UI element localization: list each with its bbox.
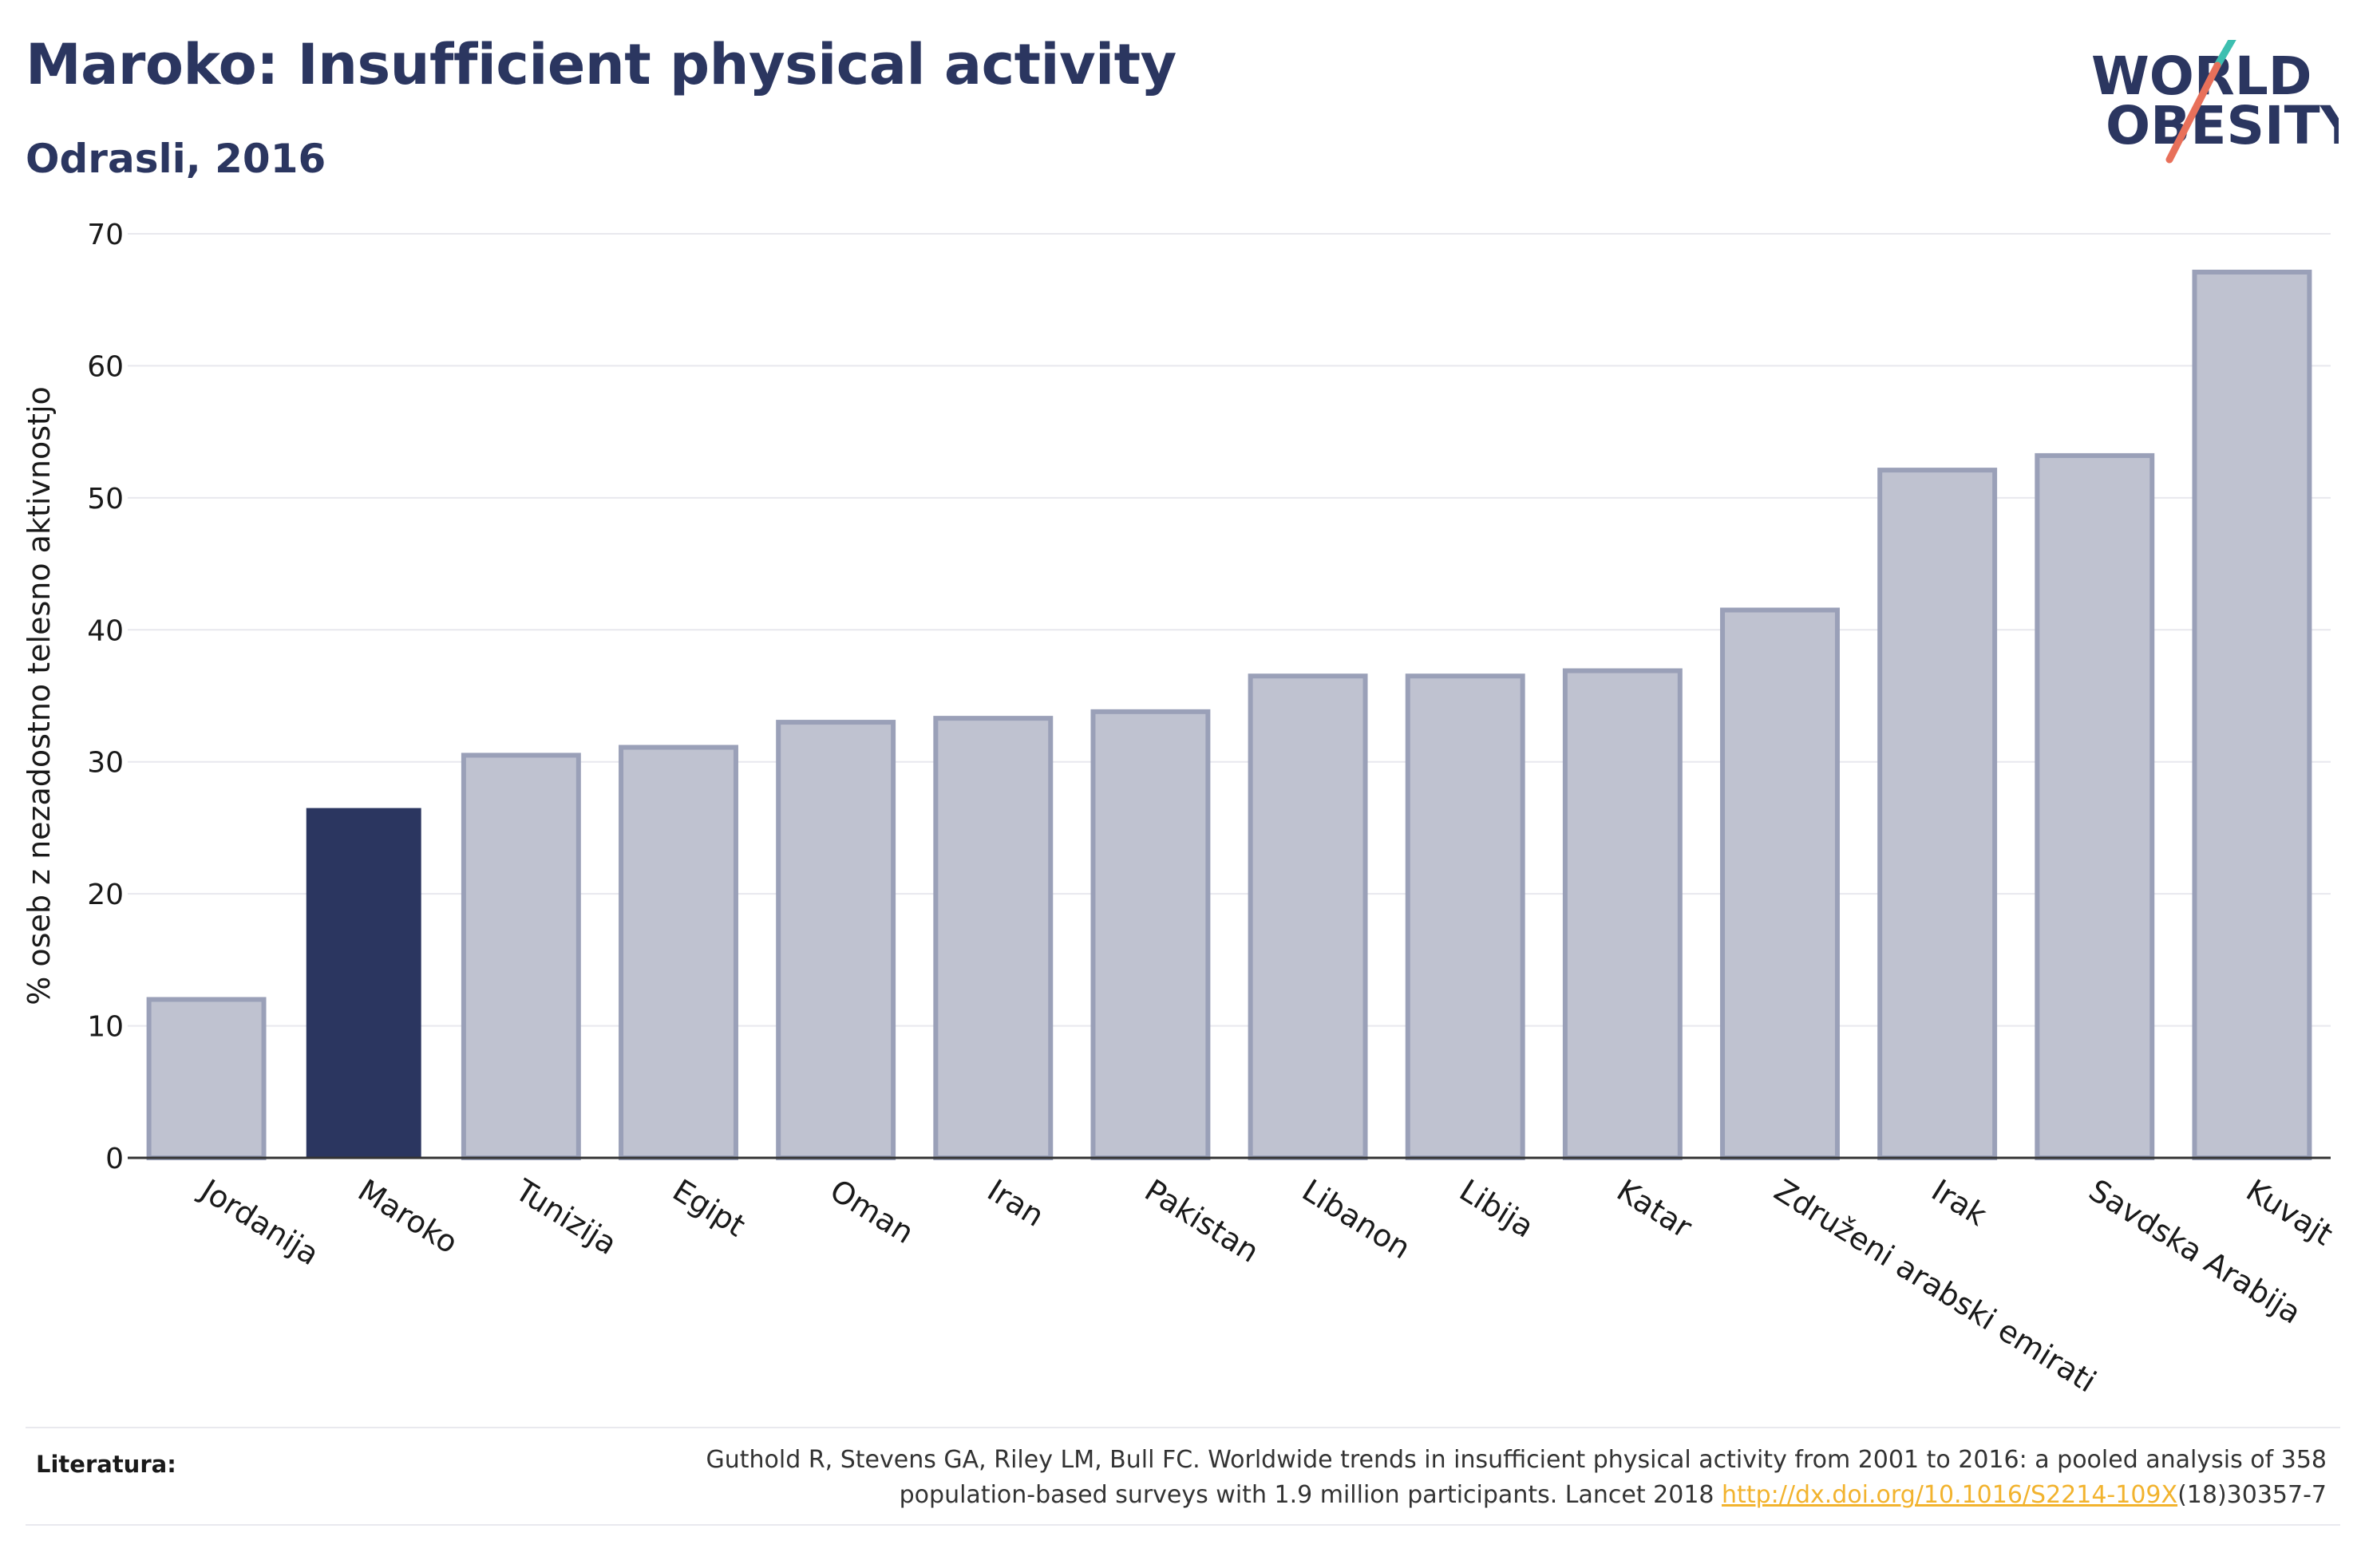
bar-savdska-arabija	[2035, 452, 2155, 1160]
citation-suffix: (18)30357-7	[2177, 1481, 2327, 1509]
x-tick-label: Pakistan	[1139, 1172, 1265, 1270]
x-tick-label: Libija	[1453, 1172, 1540, 1244]
doi-link[interactable]: http://dx.doi.org/10.1016/S2214-109X	[1722, 1481, 2178, 1509]
footer-divider-top	[26, 1427, 2340, 1428]
y-tick-label: 0	[105, 1143, 124, 1175]
bar-tunizija	[461, 752, 581, 1160]
y-axis-ticks: 0 10 20 30 40 50 60 70	[87, 219, 124, 1175]
logo-word-obesity: OBESITY	[2106, 95, 2339, 156]
grid-lines	[128, 233, 2331, 1027]
bar-iran	[933, 716, 1054, 1160]
x-tick-label: Maroko	[352, 1172, 464, 1260]
logo-slash-coral	[2165, 61, 2221, 164]
bar-oman	[776, 720, 896, 1160]
x-tick-label: Kuvajt	[2240, 1172, 2339, 1252]
y-tick-label: 50	[87, 483, 124, 515]
bar-jordanija	[146, 997, 267, 1160]
y-tick-label: 30	[87, 747, 124, 780]
x-tick-label: Oman	[824, 1172, 919, 1250]
y-tick-label: 10	[87, 1011, 124, 1044]
logo-slash-teal	[2213, 40, 2236, 69]
citation-line-2: population-based surveys with 1.9 millio…	[491, 1478, 2327, 1513]
x-axis-labels: Jordanija Maroko Tunizija Egipt Oman Iran Paki…	[193, 1171, 2339, 1399]
x-tick-label: Katar	[1611, 1172, 1699, 1245]
footer-divider-bottom	[26, 1524, 2340, 1526]
y-tick-label: 40	[87, 614, 124, 647]
x-tick-label: Irak	[1925, 1172, 1992, 1233]
footer-label: Literatura:	[36, 1451, 176, 1478]
x-tick-label: Iran	[982, 1172, 1050, 1234]
chart-subtitle: Odrasli, 2016	[26, 136, 326, 182]
bar-libanon	[1248, 673, 1368, 1160]
y-axis-label: % oseb z nezadostno telesno aktivnostjo	[22, 386, 57, 1005]
x-tick-label: Jordanija	[193, 1171, 325, 1272]
bar-združeni-arabski-emirati	[1720, 607, 1840, 1160]
citation-line-1: Guthold R, Stevens GA, Riley LM, Bull FC…	[706, 1446, 2327, 1474]
y-tick-label: 60	[87, 350, 124, 383]
bar-pakistan	[1090, 709, 1211, 1160]
bar-irak	[1877, 468, 1998, 1160]
y-tick-label: 70	[87, 219, 124, 251]
bar-kuvajt	[2192, 269, 2312, 1161]
bar-egipt	[619, 745, 738, 1160]
bar-libija	[1405, 673, 1525, 1160]
bar-katar	[1562, 668, 1683, 1160]
x-tick-label: Libanon	[1296, 1172, 1417, 1266]
bar-maroko	[306, 808, 421, 1158]
chart-title: Maroko: Insufficient physical activity	[26, 32, 1177, 97]
footer-citation: Guthold R, Stevens GA, Riley LM, Bull FC…	[491, 1443, 2327, 1513]
x-tick-label: Tunizija	[508, 1172, 623, 1262]
bars	[146, 269, 2312, 1161]
citation-text: population-based surveys with 1.9 millio…	[899, 1481, 1722, 1509]
world-obesity-logo: WORLD OBESITY	[2091, 40, 2339, 164]
y-tick-label: 20	[87, 879, 124, 911]
x-tick-label: Egipt	[666, 1172, 751, 1243]
